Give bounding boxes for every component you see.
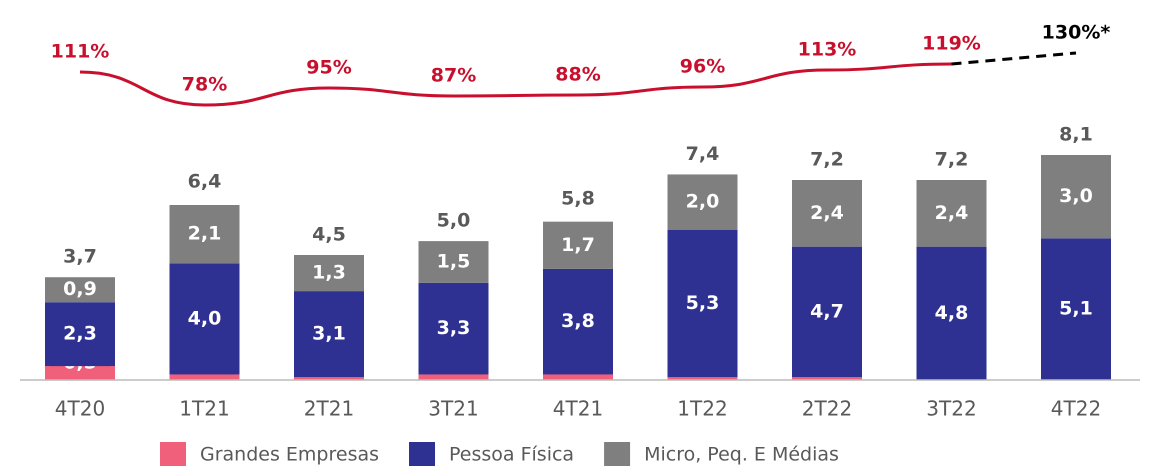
legend-label: Grandes Empresas <box>200 444 379 466</box>
total-label: 4,5 <box>312 224 346 246</box>
line-label: 88% <box>555 64 600 86</box>
value-label: 4,7 <box>810 300 844 322</box>
legend-swatch <box>160 442 186 466</box>
x-tick-label: 4T20 <box>55 397 105 421</box>
total-label: 5,8 <box>561 187 595 209</box>
value-label: 4,8 <box>935 302 969 324</box>
total-label: 3,7 <box>63 246 97 268</box>
x-tick-label: 3T21 <box>428 397 478 421</box>
bar-segment <box>169 374 240 380</box>
x-tick-label: 2T22 <box>802 397 852 421</box>
bar-segment <box>792 180 862 247</box>
bar-segment <box>916 180 987 247</box>
value-label: 3,0 <box>1059 185 1093 207</box>
value-label: 5,1 <box>1059 298 1093 320</box>
bar-segment <box>45 277 115 303</box>
bar-segment <box>1041 238 1111 380</box>
legend-label: Pessoa Física <box>449 444 574 466</box>
bar-segment <box>916 246 987 380</box>
bar-segment <box>418 282 489 375</box>
bar-segment <box>1041 155 1111 239</box>
value-label: 3,3 <box>437 317 471 339</box>
total-label: 7,2 <box>810 149 844 171</box>
bar-segment <box>169 263 240 375</box>
total-label: 7,2 <box>935 149 969 171</box>
bar-segment <box>667 377 738 380</box>
bar-segment <box>294 377 364 380</box>
value-label: 2,3 <box>63 323 97 345</box>
x-tick-label: 4T22 <box>1051 397 1101 421</box>
x-tick-label: 2T21 <box>304 397 354 421</box>
value-label: 1,5 <box>437 250 471 272</box>
value-label: 3,1 <box>312 323 346 345</box>
bar-segment <box>418 374 489 380</box>
total-label: 7,4 <box>686 143 720 165</box>
value-label: 0,9 <box>63 278 97 300</box>
line-label: 96% <box>680 56 725 78</box>
value-label: 5,3 <box>686 292 720 314</box>
bar-segment <box>543 268 613 375</box>
x-tick-label: 1T22 <box>677 397 727 421</box>
bar-segment <box>543 221 613 269</box>
value-label: 2,4 <box>935 202 969 224</box>
value-label: 1,7 <box>561 234 595 256</box>
total-label: 6,4 <box>188 171 222 193</box>
line-label: 78% <box>182 74 227 96</box>
bar-segment <box>169 205 240 264</box>
bar-segment <box>667 174 738 230</box>
bar-segment <box>792 377 862 380</box>
value-label: 3,8 <box>561 310 595 332</box>
line-label: 113% <box>798 39 857 61</box>
line <box>79 62 952 107</box>
value-label: 2,1 <box>188 223 222 245</box>
bar-segment <box>418 241 489 283</box>
x-tick-label: 3T22 <box>926 397 976 421</box>
legend-swatch <box>604 442 631 466</box>
line-label: 111% <box>51 41 110 63</box>
bar-segment <box>792 246 862 378</box>
x-tick-label: 1T21 <box>179 397 229 421</box>
value-label: 2,4 <box>810 202 844 224</box>
value-label: 1,3 <box>312 262 346 284</box>
value-label: 2,0 <box>686 191 720 213</box>
line-label: 95% <box>306 57 351 79</box>
line-label: 87% <box>431 65 476 87</box>
total-label: 8,1 <box>1059 124 1093 146</box>
legend-swatch <box>409 442 436 466</box>
bar-segment <box>45 302 115 367</box>
bar-segment <box>294 255 364 292</box>
x-tick-label: 4T21 <box>553 397 603 421</box>
projection-line <box>951 51 1077 66</box>
total-label: 5,0 <box>437 210 471 232</box>
line-label: 130%* <box>1042 22 1111 44</box>
bar-segment <box>543 374 613 380</box>
bar-segment <box>294 291 364 378</box>
legend-label: Micro, Peq. E Médias <box>644 444 839 466</box>
line-label: 119% <box>922 33 981 55</box>
value-label: 4,0 <box>188 307 222 329</box>
bar-segment <box>667 230 738 378</box>
